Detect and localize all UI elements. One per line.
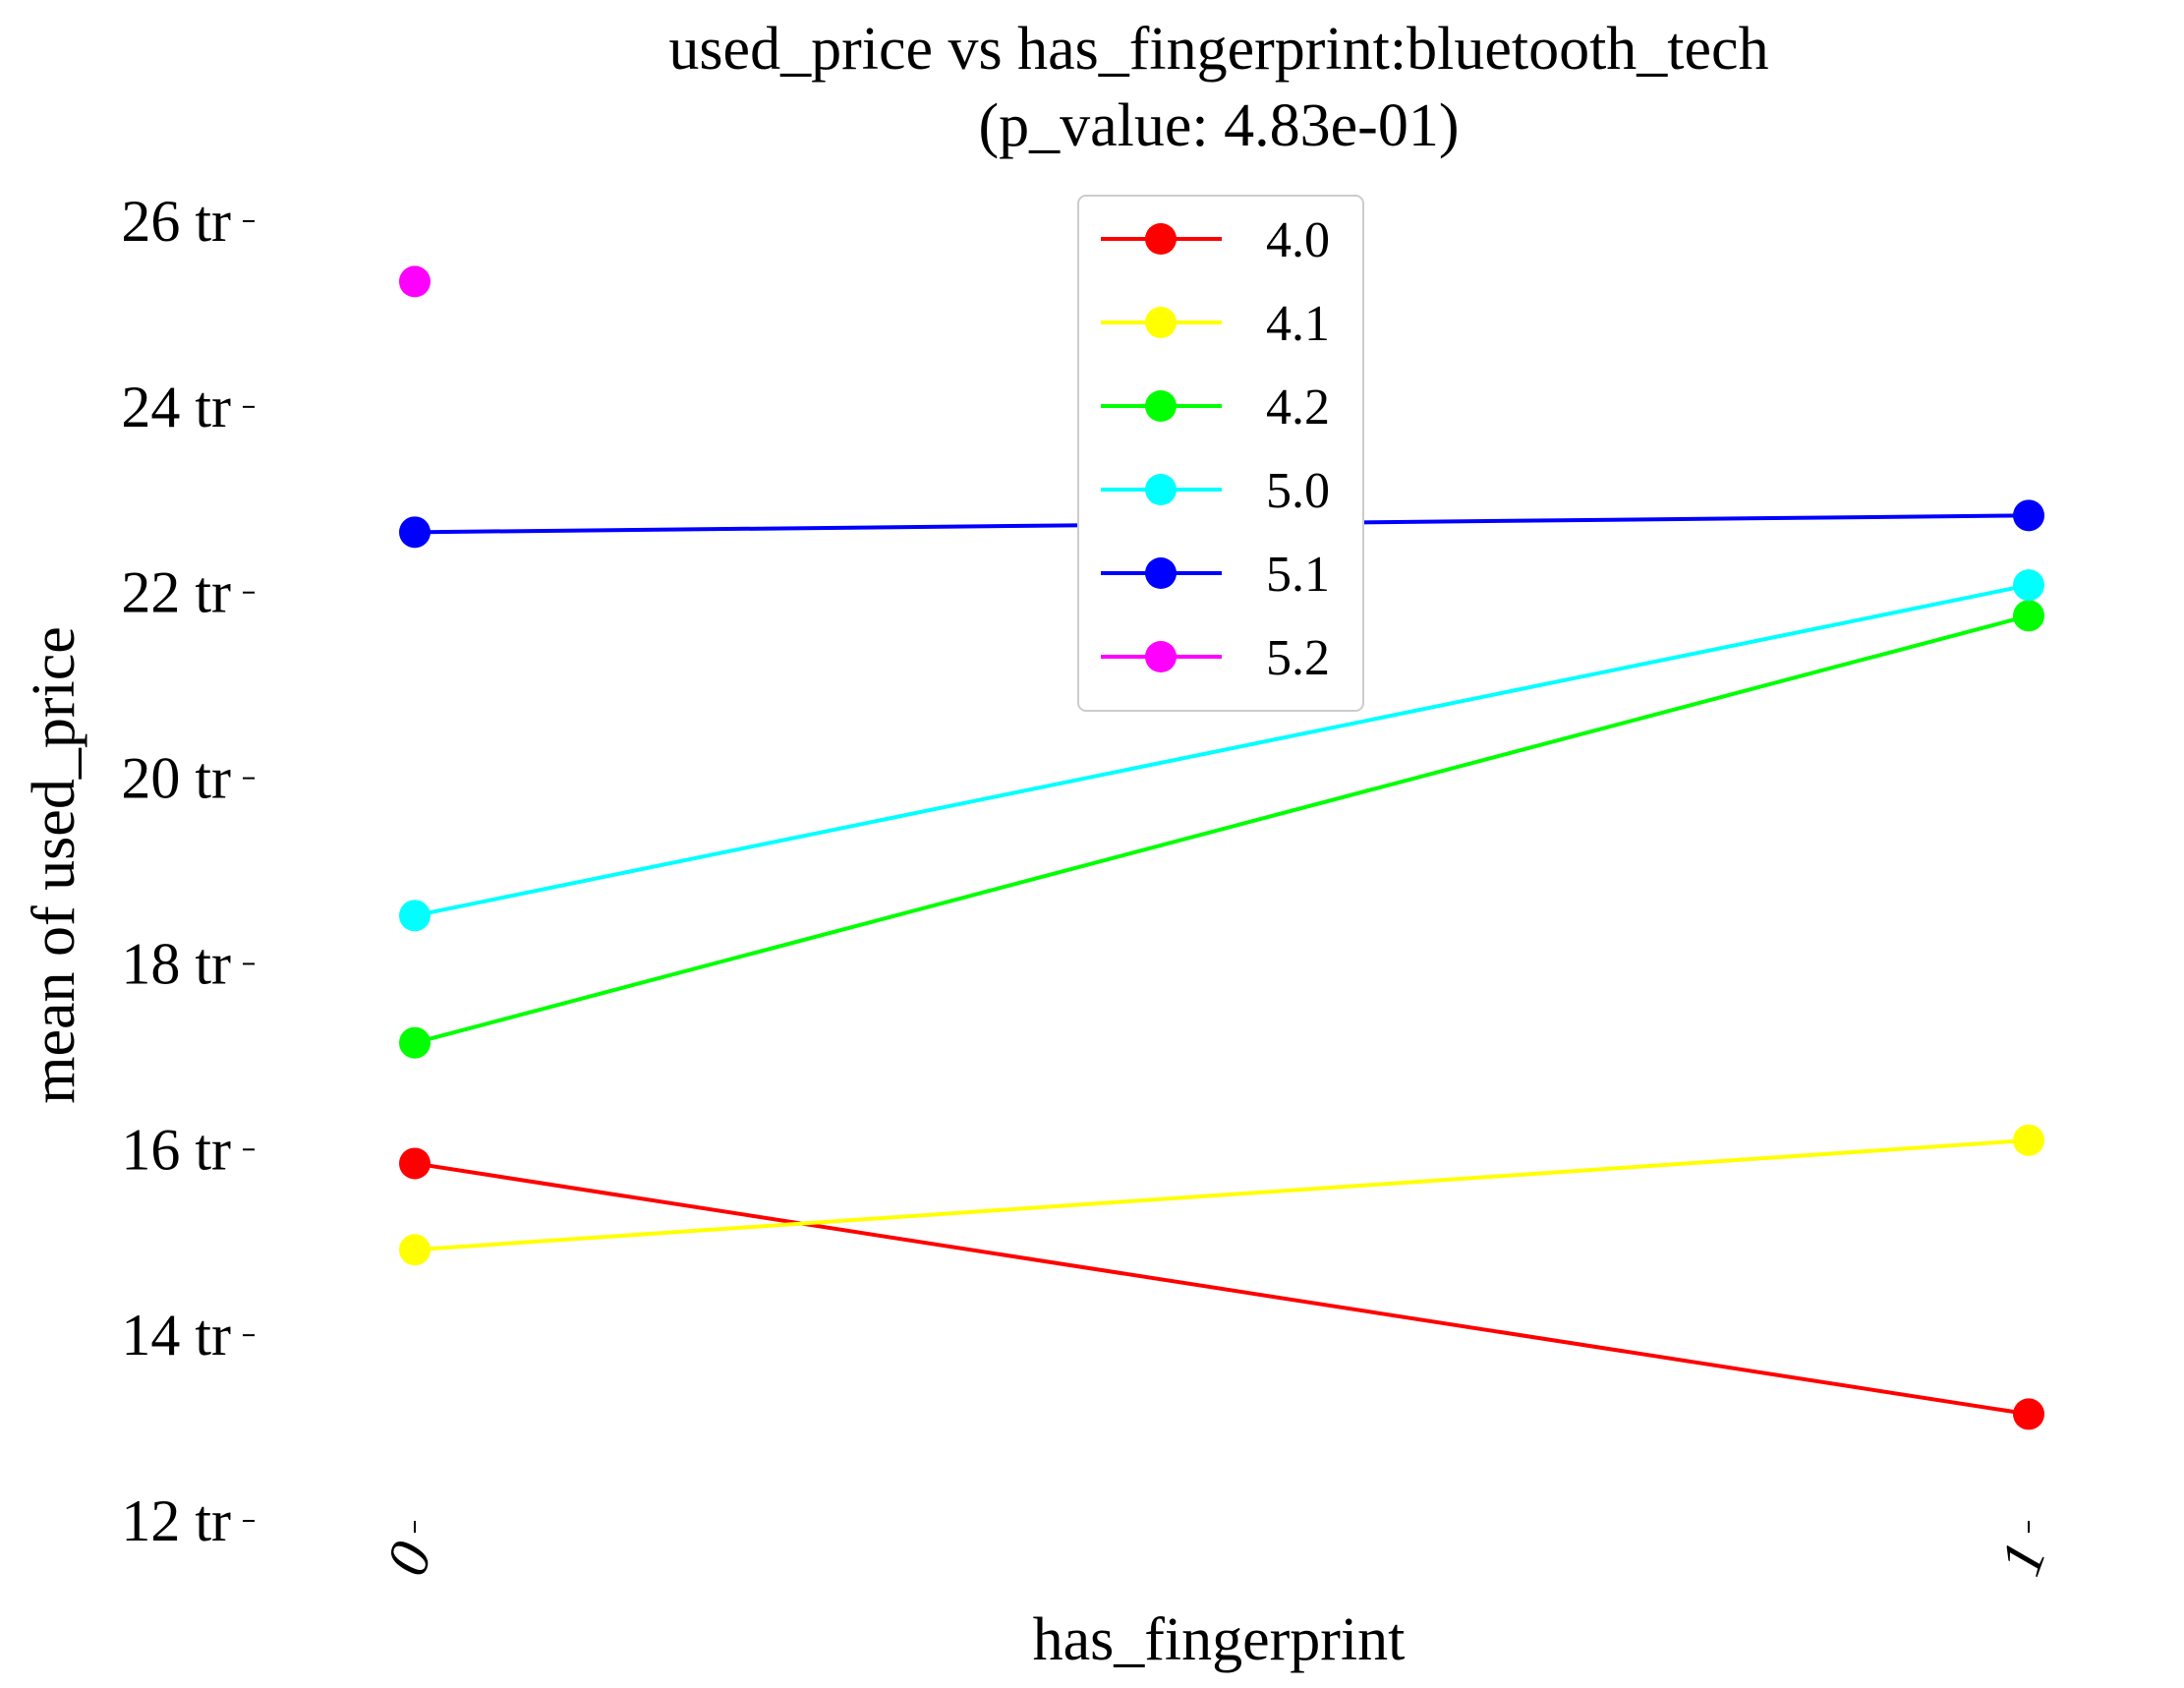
series-points: [399, 265, 2044, 1430]
data-point-4-0: [2013, 1398, 2044, 1430]
y-tick-label: 12 tr: [121, 1488, 231, 1553]
series-line-4-1: [414, 1137, 2030, 1252]
y-tick-label: 22 tr: [121, 560, 231, 625]
legend-marker: [1145, 557, 1177, 589]
data-point-5-1: [399, 516, 431, 549]
legend-label: 4.2: [1266, 379, 1330, 436]
y-tick-label: 24 tr: [121, 375, 231, 439]
legend-marker: [1145, 474, 1177, 505]
series-line-5-0: [414, 583, 2030, 918]
x-axis-label: has_fingerprint: [1033, 1606, 1406, 1673]
legend-label: 5.0: [1266, 463, 1330, 519]
y-axis-ticks: 12 tr 14 tr 16 tr 18 tr 20 tr 22 tr 24 tr 26 tr: [121, 189, 255, 1553]
data-point-5-1: [2013, 499, 2044, 532]
y-axis-label: mean of used_price: [21, 626, 87, 1103]
legend-marker: [1145, 307, 1177, 338]
y-tick-label: 16 tr: [121, 1117, 231, 1182]
x-tick-label: 0: [374, 1534, 444, 1584]
series-lines: [414, 513, 2030, 1417]
y-tick-label: 26 tr: [121, 189, 231, 254]
chart-title-line2: (p_value: 4.83e-01): [979, 92, 1460, 159]
legend: 4.0 4.1 4.2 5.0 5.1 5.2: [1077, 195, 1364, 712]
y-tick-label: 18 tr: [121, 931, 231, 996]
legend-label: 4.0: [1266, 212, 1330, 268]
data-point-4-0: [399, 1147, 431, 1180]
legend-marker: [1145, 390, 1177, 422]
legend-marker: [1145, 223, 1177, 255]
legend-label: 5.1: [1266, 547, 1330, 603]
chart-title-line1: used_price vs has_fingerprint:bluetooth_…: [668, 16, 1768, 83]
legend-label: 4.1: [1266, 296, 1330, 352]
data-point-5-2: [399, 265, 431, 298]
data-point-5-0: [2013, 569, 2044, 602]
y-tick-label: 20 tr: [121, 746, 231, 811]
data-point-4-1: [2013, 1124, 2044, 1156]
data-point-4-2: [399, 1026, 431, 1059]
legend-label: 5.2: [1266, 630, 1330, 686]
legend-marker: [1145, 641, 1177, 672]
series-line-4-0: [414, 1161, 2030, 1417]
y-tick-label: 14 tr: [121, 1303, 231, 1368]
data-point-4-1: [399, 1234, 431, 1266]
data-point-4-2: [2013, 600, 2044, 632]
x-tick-label: 1: [1987, 1534, 2058, 1584]
data-point-5-0: [399, 900, 431, 932]
series-line-4-2: [414, 613, 2030, 1045]
